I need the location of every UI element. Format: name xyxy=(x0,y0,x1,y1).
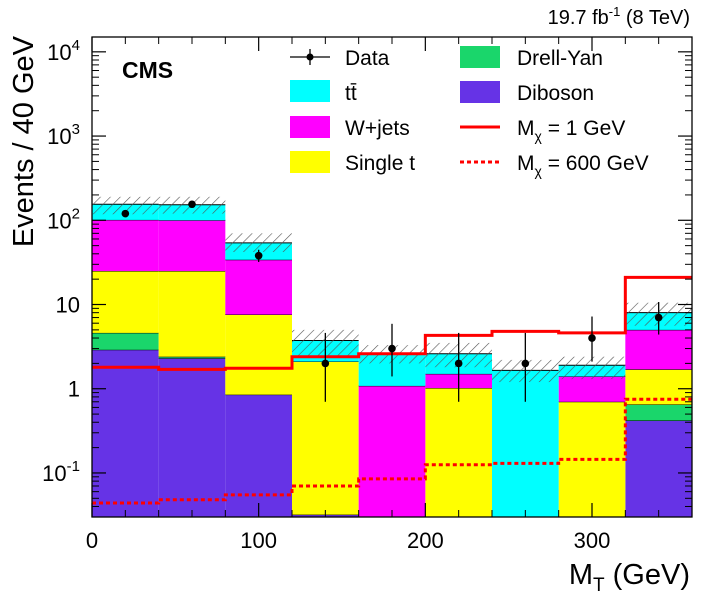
axis-ticks: 0 100 200 300 10-1 1 10 102 103 104 xyxy=(42,37,692,553)
bar-single-t-bin-5 xyxy=(425,388,492,517)
svg-text:Data: Data xyxy=(345,47,390,70)
bar-single-t-bin-8 xyxy=(625,369,692,405)
svg-text:Drell-Yan: Drell-Yan xyxy=(517,47,603,70)
bar-w-jets-bin-8 xyxy=(625,329,692,370)
x-tick-label: 100 xyxy=(240,528,277,553)
bar-w-jets-bin-2 xyxy=(225,259,292,315)
data-point-7 xyxy=(588,334,596,342)
bar-w-jets-bin-7 xyxy=(558,376,626,402)
legend: Data tt̄ W+jets Single t Drell-Yan Dibos… xyxy=(290,46,649,179)
svg-text:W+jets: W+jets xyxy=(345,117,410,140)
stacked-histogram xyxy=(92,203,692,517)
bar-w-jets-bin-0 xyxy=(92,219,159,271)
x-axis-label: MT (GeV) xyxy=(569,559,690,596)
svg-text:Diboson: Diboson xyxy=(517,82,594,105)
bar-diboson-bin-0 xyxy=(92,349,159,517)
y-axis-label: Events / 40 GeV xyxy=(8,35,40,247)
uncertainty-band xyxy=(92,196,692,383)
legend-item-diboson: Diboson xyxy=(460,81,594,105)
data-point-4 xyxy=(388,344,396,353)
uncertainty-bin-0 xyxy=(92,196,159,215)
y-tick-label: 103 xyxy=(47,121,80,149)
legend-item-signal-600gev: Mχ = 600 GeV xyxy=(460,152,649,179)
uncertainty-bin-2 xyxy=(225,233,292,253)
data-point-2 xyxy=(254,251,263,260)
data-point-6 xyxy=(521,359,530,368)
bar-drell-yan-bin-1 xyxy=(158,356,226,359)
legend-item-single-t: Single t xyxy=(290,151,415,175)
bar-single-t-bin-0 xyxy=(92,270,159,333)
y-tick-label: 104 xyxy=(47,37,80,65)
bar-diboson-bin-1 xyxy=(158,358,226,517)
cms-label: CMS xyxy=(122,57,173,83)
data-point-0 xyxy=(121,209,130,218)
data-point-8 xyxy=(654,313,663,322)
luminosity-label: 19.7 fb-1 (8 TeV) xyxy=(548,4,690,29)
x-tick-label: 0 xyxy=(86,528,98,553)
legend-item-wjets: W+jets xyxy=(290,116,410,140)
data-point-1 xyxy=(188,200,196,209)
bar-drell-yan-bin-8 xyxy=(625,404,692,421)
bar-diboson-bin-8 xyxy=(625,420,692,517)
svg-text:Mχ = 1 GeV: Mχ = 1 GeV xyxy=(517,117,625,144)
data-points xyxy=(121,200,663,402)
y-tick-label: 1 xyxy=(68,377,80,402)
svg-text:tt̄: tt̄ xyxy=(345,82,357,105)
bar-single-t-bin-1 xyxy=(158,270,226,357)
x-tick-label: 300 xyxy=(574,528,611,553)
data-point-5 xyxy=(454,359,463,368)
bar-w-jets-bin-4 xyxy=(358,385,426,517)
y-tick-label: 10-1 xyxy=(42,458,80,486)
legend-item-data: Data xyxy=(290,47,390,70)
data-point-3 xyxy=(321,359,330,368)
svg-text:Mχ = 600 GeV: Mχ = 600 GeV xyxy=(517,152,649,179)
uncertainty-bin-7 xyxy=(558,356,626,380)
legend-item-ttbar: tt̄ xyxy=(290,80,357,105)
bar-single-t-bin-2 xyxy=(225,314,292,395)
y-tick-label: 10 xyxy=(56,293,80,318)
svg-text:Single t: Single t xyxy=(345,152,415,175)
signal-line-600gev xyxy=(92,397,692,505)
legend-item-signal-1gev: Mχ = 1 GeV xyxy=(460,117,625,144)
bar-drell-yan-bin-0 xyxy=(92,332,159,350)
legend-item-drell-yan: Drell-Yan xyxy=(460,46,603,70)
bar-w-jets-bin-1 xyxy=(158,220,226,271)
y-tick-label: 102 xyxy=(47,205,80,233)
x-tick-label: 200 xyxy=(407,528,444,553)
bar-diboson-bin-2 xyxy=(225,394,292,517)
